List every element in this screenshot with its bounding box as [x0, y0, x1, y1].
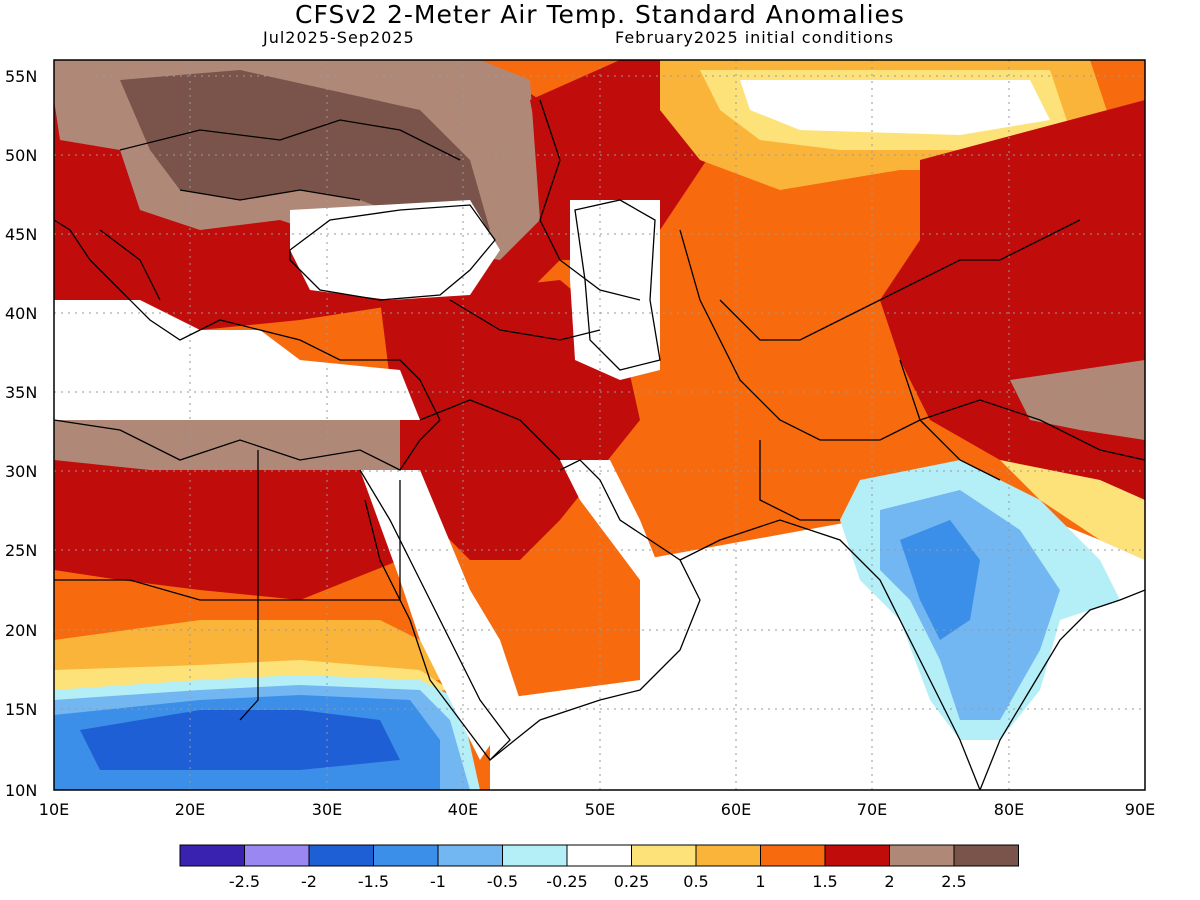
- colorbar-swatch: [824, 844, 890, 867]
- colorbar-labels: -2.5 -2 -1.5 -1 -0.5 -0.25 0.25 0.5 1 1.5 2 2.5: [229, 872, 967, 891]
- lon-label: 40E: [448, 800, 478, 819]
- initial-conditions: February2025 initial conditions: [615, 28, 895, 47]
- grid-lines: [54, 60, 1145, 790]
- colorbar-swatch: [308, 844, 374, 867]
- field-centralasia-white: [740, 80, 1050, 135]
- lat-label: 50N: [5, 146, 37, 165]
- lon-label: 80E: [994, 800, 1024, 819]
- field-india-blue2: [900, 520, 980, 640]
- colorbar-swatch: [179, 844, 245, 867]
- field-india-north-yellow: [1000, 460, 1145, 560]
- lat-label: 35N: [5, 383, 37, 402]
- colorbar-swatch: [502, 844, 568, 867]
- lat-label: 45N: [5, 225, 37, 244]
- colorbar-label: -0.25: [546, 872, 587, 891]
- lon-label: 50E: [585, 800, 615, 819]
- field-europe-darkbrown: [120, 70, 490, 230]
- map-frame: [53, 59, 1146, 791]
- colorbar-label: 1: [755, 872, 765, 891]
- lat-label: 30N: [5, 462, 37, 481]
- colorbar-swatch: [373, 844, 439, 867]
- colorbar-label: 1.5: [812, 872, 837, 891]
- latitude-labels: 55N 50N 45N 40N 35N 30N 25N 20N 15N 10N: [5, 67, 37, 800]
- lat-label: 55N: [5, 67, 37, 86]
- map-title: CFSv2 2-Meter Air Temp. Standard Anomali…: [295, 0, 905, 29]
- colorbar-swatch: [631, 844, 697, 867]
- colorbar-swatch: [760, 844, 826, 867]
- lat-label: 25N: [5, 541, 37, 560]
- field-caspian: [570, 200, 660, 380]
- colorbar-label: -2: [301, 872, 317, 891]
- lat-label: 15N: [5, 700, 37, 719]
- lon-label: 90E: [1125, 800, 1155, 819]
- colorbar-swatch: [437, 844, 503, 867]
- lon-label: 70E: [857, 800, 887, 819]
- lat-label: 10N: [5, 781, 37, 800]
- field-blacksea: [290, 200, 500, 300]
- longitude-labels: 10E 20E 30E 40E 50E 60E 70E 80E 90E: [39, 800, 1155, 819]
- field-africa-blue3: [80, 710, 400, 770]
- colorbar-label: -0.5: [487, 872, 518, 891]
- colorbar-swatch: [695, 844, 761, 867]
- lon-label: 60E: [721, 800, 751, 819]
- forecast-period: Jul2025-Sep2025: [263, 28, 415, 47]
- field-mediterranean: [54, 300, 420, 420]
- lat-label: 40N: [5, 304, 37, 323]
- colorbar-label: 2: [884, 872, 894, 891]
- colorbar-label: 0.25: [614, 872, 650, 891]
- lon-label: 30E: [312, 800, 342, 819]
- colorbar-label: -1.5: [358, 872, 389, 891]
- anomaly-field: [54, 60, 1145, 790]
- coastlines-borders: [54, 99, 1145, 790]
- colorbar-label: 2.5: [941, 872, 966, 891]
- colorbar-swatch: [953, 844, 1019, 867]
- field-gulfofaden: [490, 680, 640, 790]
- colorbar-label: -2.5: [229, 872, 260, 891]
- field-tibet-brown: [1010, 360, 1145, 440]
- colorbar-swatch: [566, 844, 632, 867]
- colorbar-label: -1: [430, 872, 446, 891]
- colorbar-swatch: [889, 844, 955, 867]
- lon-label: 10E: [39, 800, 69, 819]
- lat-label: 20N: [5, 621, 37, 640]
- lon-label: 20E: [175, 800, 205, 819]
- colorbar-swatch: [244, 844, 310, 867]
- colorbar: [179, 844, 1019, 867]
- colorbar-label: 0.5: [683, 872, 708, 891]
